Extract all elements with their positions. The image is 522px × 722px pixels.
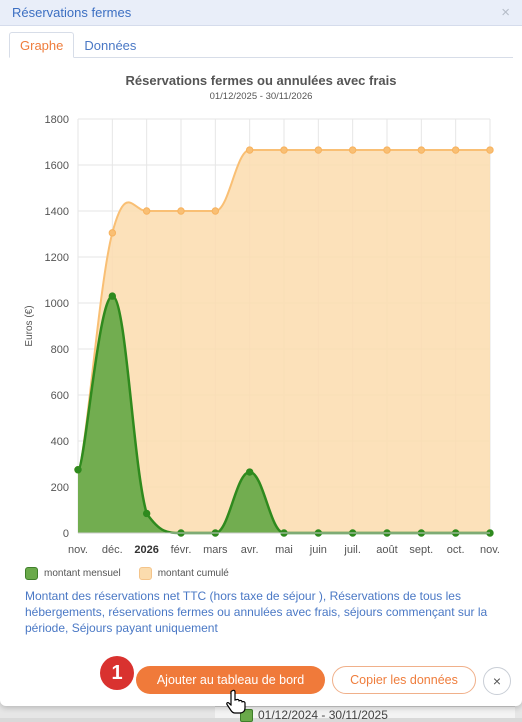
- close-button[interactable]: ×: [483, 667, 511, 695]
- data-point: [451, 146, 460, 154]
- chart-modal: Réservations fermes × Graphe Données Rés…: [0, 0, 522, 706]
- tab-bar: Graphe Données: [9, 32, 513, 58]
- y-tick-label: 1600: [45, 160, 69, 172]
- copy-data-button[interactable]: Copier les données: [332, 666, 476, 694]
- y-tick-label: 1400: [45, 206, 69, 218]
- data-point: [383, 146, 391, 154]
- x-tick-label: mai: [275, 544, 293, 556]
- legend-item-cumule[interactable]: montant cumulé: [138, 567, 229, 580]
- series-area-0: [78, 296, 490, 533]
- modal-title: Réservations fermes: [12, 5, 132, 20]
- x-tick-label: sept.: [409, 544, 433, 556]
- y-tick-label: 0: [63, 528, 69, 540]
- x-tick-label: nov.: [68, 544, 88, 556]
- data-point: [74, 466, 82, 474]
- data-point: [486, 146, 494, 154]
- tab-graphe[interactable]: Graphe: [9, 32, 75, 58]
- x-tick-label: nov.: [480, 544, 500, 556]
- chart-description: Montant des réservations net TTC (hors t…: [25, 589, 488, 635]
- tab-donnees[interactable]: Données: [84, 37, 137, 53]
- hand-cursor-icon: [226, 689, 246, 714]
- y-axis-label: Euros (€): [24, 305, 35, 346]
- y-tick-label: 200: [51, 482, 69, 494]
- x-tick-label: avr.: [241, 544, 259, 556]
- y-tick-label: 1000: [45, 298, 69, 310]
- legend-label-cumule: montant cumulé: [157, 568, 229, 579]
- x-tick-label: août: [376, 544, 397, 556]
- data-point: [417, 146, 426, 154]
- legend-item-mensuel[interactable]: montant mensuel: [25, 567, 121, 580]
- y-tick-label: 600: [51, 390, 69, 402]
- data-point: [245, 146, 254, 154]
- y-tick-label: 1800: [45, 114, 69, 126]
- data-point: [108, 229, 117, 237]
- data-point: [177, 207, 185, 215]
- chart-subtitle: 01/12/2025 - 30/11/2026: [209, 91, 313, 102]
- x-tick-label: juin: [309, 544, 327, 556]
- x-tick-label: juil.: [343, 544, 361, 556]
- background-date-range: 01/12/2024 - 30/11/2025: [258, 708, 388, 722]
- y-tick-label: 1200: [45, 252, 69, 264]
- legend-swatch-mensuel: [25, 567, 38, 580]
- legend-label-mensuel: montant mensuel: [44, 568, 121, 579]
- legend-swatch-cumule: [138, 567, 152, 580]
- data-point: [211, 207, 220, 215]
- data-point: [314, 146, 323, 154]
- chart-legend: montant mensuel montant cumulé: [25, 567, 247, 580]
- series-line-1: [77, 149, 490, 471]
- data-point: [142, 509, 151, 518]
- modal-header: Réservations fermes ×: [0, 0, 522, 26]
- modal-close-icon[interactable]: ×: [501, 4, 510, 21]
- series-area-1: [78, 150, 490, 534]
- add-to-dashboard-button[interactable]: Ajouter au tableau de bord: [136, 666, 325, 694]
- data-point: [280, 146, 288, 154]
- background-panel: [215, 706, 515, 718]
- y-tick-label: 400: [51, 436, 69, 448]
- x-tick-label: 2026: [134, 544, 158, 556]
- chart-title: Réservations fermes ou annulées avec fra…: [125, 73, 397, 88]
- step-badge: 1: [100, 656, 134, 690]
- x-tick-label: févr.: [171, 544, 192, 556]
- y-tick-label: 800: [51, 344, 69, 356]
- x-tick-label: oct.: [447, 544, 465, 556]
- data-point: [245, 468, 254, 476]
- data-point: [108, 292, 117, 300]
- x-tick-label: mars: [203, 544, 228, 556]
- x-tick-label: déc.: [102, 544, 123, 556]
- chart-svg: 0 200 400 600 800 1000 1200 1400 1600 1800 nov. déc…: [24, 114, 500, 556]
- data-point: [142, 207, 151, 215]
- data-point: [348, 146, 357, 154]
